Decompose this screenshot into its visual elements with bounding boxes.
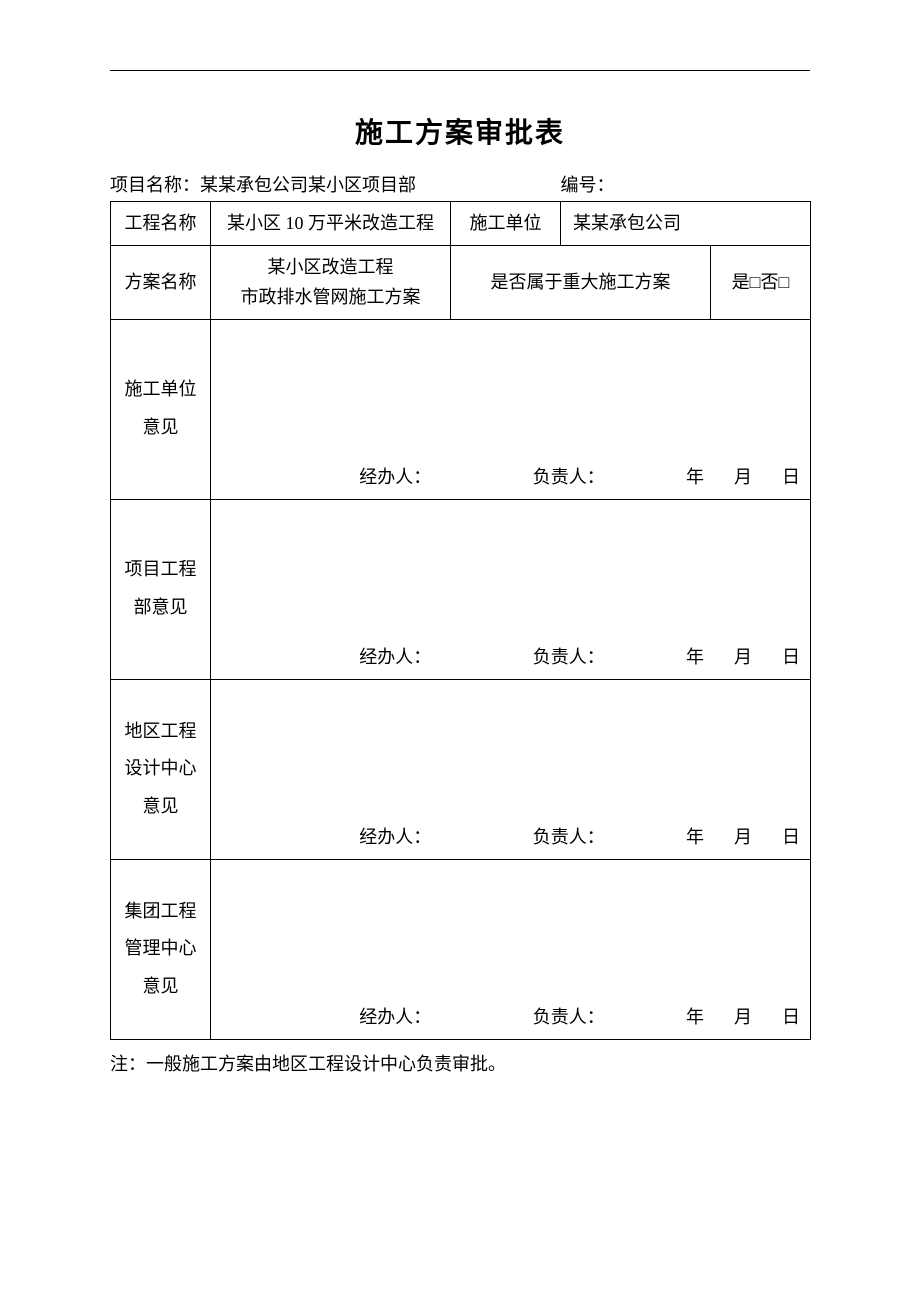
footnote: 注：一般施工方案由地区工程设计中心负责审批。 <box>110 1050 810 1076</box>
opinion-label-group-center: 集团工程 管理中心 意见 <box>111 859 211 1039</box>
opinion-body-project-dept: 经办人： 负责人： 年 月 日 <box>211 499 811 679</box>
row-opinion-project-dept: 项目工程 部意见 经办人： 负责人： 年 月 日 <box>111 499 811 679</box>
sig-day: 日 <box>782 827 802 847</box>
opinion-label-line: 意见 <box>143 976 179 996</box>
sig-responsible-label: 负责人： <box>480 822 658 853</box>
sig-year: 年 <box>686 827 706 847</box>
sig-handler-label: 经办人： <box>311 462 480 493</box>
sig-day: 日 <box>782 647 802 667</box>
sig-day: 日 <box>782 467 802 487</box>
cell-scheme-name-label: 方案名称 <box>111 245 211 319</box>
opinion-label-project-dept: 项目工程 部意见 <box>111 499 211 679</box>
sig-date: 年月日 <box>658 1002 802 1033</box>
opinion-label-line: 管理中心 <box>125 938 197 958</box>
opinion-label-line: 集团工程 <box>125 901 197 921</box>
project-value: 某某承包公司某小区项目部 <box>200 175 416 195</box>
row-opinion-construction-unit: 施工单位 意见 经办人： 负责人： 年 月 日 <box>111 319 811 499</box>
opinion-label-line: 设计中心 <box>125 758 197 778</box>
scheme-name-line2: 市政排水管网施工方案 <box>241 287 421 307</box>
opinion-label-regional-center: 地区工程 设计中心 意见 <box>111 679 211 859</box>
opinion-label-line: 意见 <box>143 417 179 437</box>
cell-major-scheme-value: 是□否□ <box>711 245 811 319</box>
sig-handler-label: 经办人： <box>311 822 480 853</box>
row-project: 工程名称 某小区 10 万平米改造工程 施工单位 某某承包公司 <box>111 202 811 246</box>
row-opinion-group-center: 集团工程 管理中心 意见 经办人： 负责人： 年 月 日 <box>111 859 811 1039</box>
signature-line: 经办人： 负责人： 年 月 日 <box>211 1002 810 1033</box>
approval-table: 工程名称 某小区 10 万平米改造工程 施工单位 某某承包公司 方案名称 某小区… <box>110 201 811 1040</box>
sig-year: 年 <box>686 647 706 667</box>
opinion-body-group-center: 经办人： 负责人： 年 月 日 <box>211 859 811 1039</box>
sig-month: 月 <box>734 467 754 487</box>
opinion-label-line: 地区工程 <box>125 721 197 741</box>
opinion-label-construction-unit: 施工单位 意见 <box>111 319 211 499</box>
sig-responsible-label: 负责人： <box>480 462 658 493</box>
number-label: 编号： <box>561 171 615 197</box>
cell-construction-unit-label: 施工单位 <box>451 202 561 246</box>
row-scheme: 方案名称 某小区改造工程 市政排水管网施工方案 是否属于重大施工方案 是□否□ <box>111 245 811 319</box>
opinion-label-line: 部意见 <box>134 597 188 617</box>
sig-month: 月 <box>734 1007 754 1027</box>
project-label: 项目名称： <box>110 171 200 197</box>
doc-title: 施工方案审批表 <box>110 111 810 151</box>
sig-responsible-label: 负责人： <box>480 642 658 673</box>
cell-project-name-value: 某小区 10 万平米改造工程 <box>211 202 451 246</box>
sig-responsible-label: 负责人： <box>480 1002 658 1033</box>
meta-line: 项目名称：某某承包公司某小区项目部 编号： <box>110 171 810 197</box>
opinion-label-line: 意见 <box>143 796 179 816</box>
sig-month: 月 <box>734 827 754 847</box>
opinion-body-regional-center: 经办人： 负责人： 年 月 日 <box>211 679 811 859</box>
top-rule <box>110 70 810 71</box>
signature-line: 经办人： 负责人： 年 月 日 <box>211 462 810 493</box>
cell-construction-unit-value: 某某承包公司 <box>561 202 811 246</box>
opinion-label-line: 项目工程 <box>125 559 197 579</box>
cell-major-scheme-label: 是否属于重大施工方案 <box>451 245 711 319</box>
sig-handler-label: 经办人： <box>311 1002 480 1033</box>
sig-date: 年月日 <box>658 462 802 493</box>
page: 施工方案审批表 项目名称：某某承包公司某小区项目部 编号： 工程名称 某小区 1… <box>0 0 920 1302</box>
scheme-name-line1: 某小区改造工程 <box>268 257 394 277</box>
opinion-label-line: 施工单位 <box>125 379 197 399</box>
signature-line: 经办人： 负责人： 年 月 日 <box>211 822 810 853</box>
sig-year: 年 <box>686 1007 706 1027</box>
sig-year: 年 <box>686 467 706 487</box>
sig-handler-label: 经办人： <box>311 642 480 673</box>
signature-line: 经办人： 负责人： 年 月 日 <box>211 642 810 673</box>
sig-day: 日 <box>782 1007 802 1027</box>
sig-month: 月 <box>734 647 754 667</box>
row-opinion-regional-center: 地区工程 设计中心 意见 经办人： 负责人： 年 月 日 <box>111 679 811 859</box>
cell-project-name-label: 工程名称 <box>111 202 211 246</box>
opinion-body-construction-unit: 经办人： 负责人： 年 月 日 <box>211 319 811 499</box>
cell-scheme-name-value: 某小区改造工程 市政排水管网施工方案 <box>211 245 451 319</box>
sig-date: 年月日 <box>658 822 802 853</box>
sig-date: 年月日 <box>658 642 802 673</box>
